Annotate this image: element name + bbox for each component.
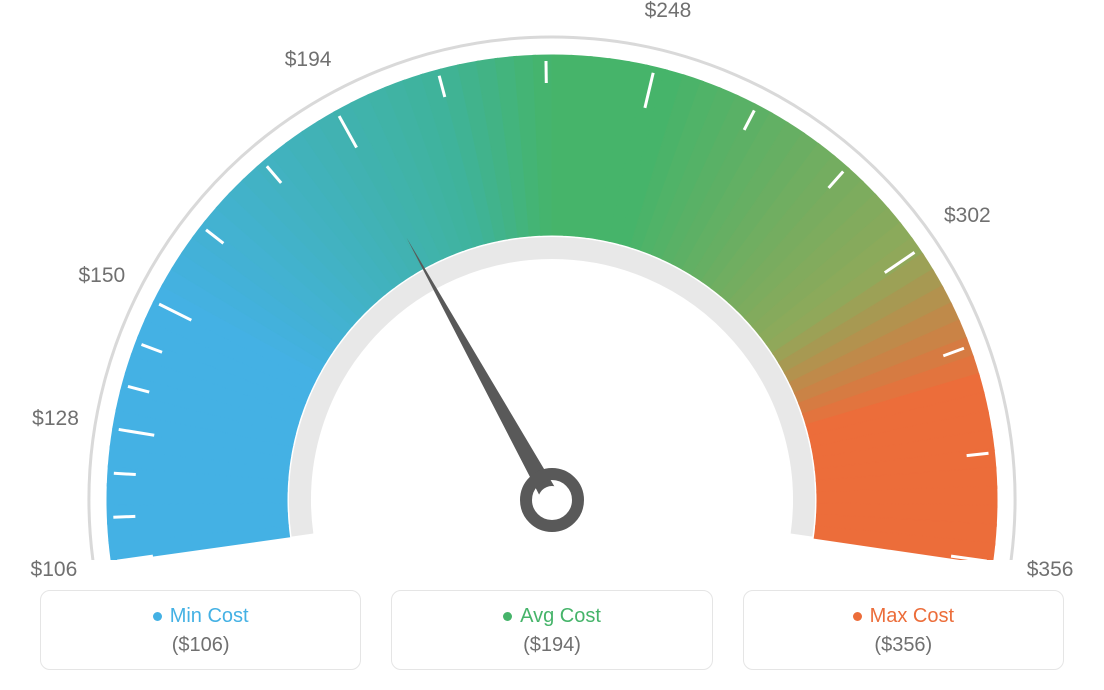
- legend-title-max: Max Cost: [853, 605, 954, 628]
- legend-label-min: Min Cost: [170, 605, 249, 628]
- legend-dot-max: [853, 612, 862, 621]
- legend-value-max: ($356): [754, 634, 1053, 657]
- gauge-tick-label: $194: [285, 48, 332, 72]
- gauge-chart: $106$128$150$194$248$302$356: [0, 0, 1104, 560]
- legend-row: Min Cost ($106) Avg Cost ($194) Max Cost…: [40, 590, 1064, 670]
- legend-dot-avg: [503, 612, 512, 621]
- legend-dot-min: [153, 612, 162, 621]
- gauge-tick-label: $356: [1027, 558, 1074, 582]
- gauge-tick-label: $128: [32, 407, 79, 431]
- legend-value-avg: ($194): [402, 634, 701, 657]
- gauge-tick-label: $248: [645, 0, 692, 23]
- legend-label-avg: Avg Cost: [520, 605, 601, 628]
- legend-value-min: ($106): [51, 634, 350, 657]
- legend-card-min: Min Cost ($106): [40, 590, 361, 670]
- legend-card-avg: Avg Cost ($194): [391, 590, 712, 670]
- legend-title-min: Min Cost: [153, 605, 249, 628]
- gauge-tick-label: $106: [31, 558, 78, 582]
- legend-title-avg: Avg Cost: [503, 605, 601, 628]
- legend-card-max: Max Cost ($356): [743, 590, 1064, 670]
- legend-label-max: Max Cost: [870, 605, 954, 628]
- gauge-svg: [0, 0, 1104, 560]
- gauge-tick-label: $150: [78, 264, 125, 288]
- gauge-tick-label: $302: [944, 204, 991, 228]
